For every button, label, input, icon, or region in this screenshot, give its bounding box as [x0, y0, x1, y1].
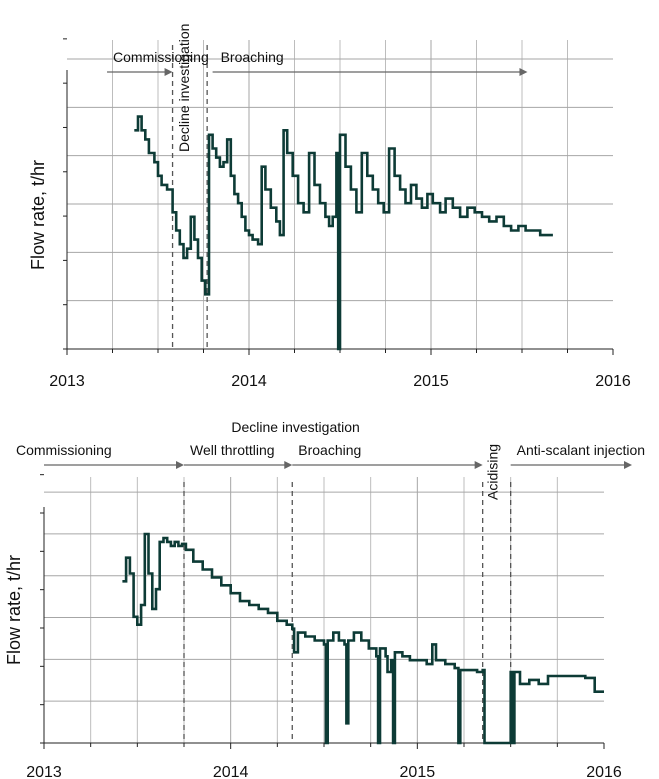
arrowhead — [624, 461, 632, 469]
x-tick-label: 2014 — [231, 373, 267, 390]
chart-top: 2013 2014 2015 2016 Flow rate, t/hr Commissio… — [28, 24, 631, 390]
annotation-label: Decline investigation — [231, 419, 359, 435]
x-tick-label: 2013 — [49, 373, 85, 390]
annotation-label: Commissioning — [113, 49, 209, 65]
annotation-label: Acidising — [485, 444, 501, 500]
annotation-label: Anti-scalant injection — [517, 442, 645, 458]
x-tick-label: 2015 — [400, 764, 436, 779]
arrowhead — [284, 461, 293, 469]
series-line — [122, 532, 604, 745]
arrowhead — [519, 68, 528, 76]
arrowhead — [474, 461, 483, 469]
x-tick-label: 2016 — [586, 764, 622, 779]
y-axis-label: Flow rate, t/hr — [4, 555, 24, 665]
series-line — [134, 115, 553, 351]
chart-bottom: 2013 2014 2015 2016 Flow rate, t/hr Commissio… — [4, 419, 645, 779]
y-axis-label: Flow rate, t/hr — [28, 160, 48, 270]
annotation-label: Decline investigation — [176, 24, 192, 152]
x-tick-label: 2014 — [213, 764, 249, 779]
x-tick-label: 2015 — [413, 373, 449, 390]
annotation-label: Broaching — [298, 442, 361, 458]
x-tick-label: 2013 — [26, 764, 62, 779]
arrowhead — [164, 68, 173, 76]
annotation-label: Commissioning — [16, 442, 112, 458]
arrowhead — [176, 461, 184, 469]
x-tick-label: 2016 — [595, 373, 631, 390]
annotation-label: Well throttling — [190, 442, 275, 458]
annotation-label: Broaching — [221, 49, 284, 65]
